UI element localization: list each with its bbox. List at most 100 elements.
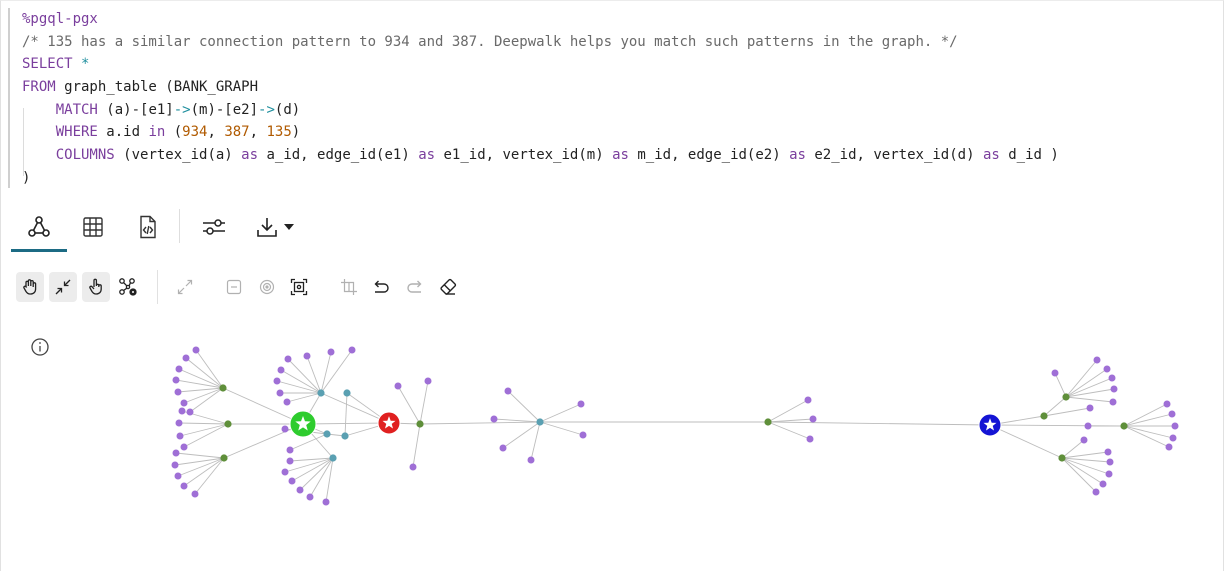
graph-edge[interactable] [183, 387, 224, 404]
expand-button[interactable] [171, 272, 199, 302]
graph-edge[interactable] [419, 380, 429, 425]
graph-vertex-leaf[interactable] [1093, 356, 1101, 364]
graph-edge[interactable] [195, 349, 224, 389]
graph-edge[interactable] [175, 379, 224, 389]
graph-vertex-leaf[interactable] [1080, 436, 1088, 444]
graph-edge[interactable] [309, 457, 334, 498]
graph-edge[interactable] [1054, 372, 1067, 398]
fit-to-screen-button[interactable] [285, 272, 313, 302]
graph-vertex-hub[interactable] [343, 389, 351, 397]
graph-edge[interactable] [1061, 439, 1085, 459]
undo-button[interactable] [367, 272, 395, 302]
graph-vertex-leaf[interactable] [806, 435, 814, 443]
graph-vertex-leaf[interactable] [490, 415, 498, 423]
graph-vertex-leaf[interactable] [394, 382, 402, 390]
graph-vertex-leaf[interactable] [409, 463, 417, 471]
graph-vertex-hub[interactable] [329, 454, 337, 462]
graph-vertex-leaf[interactable] [327, 348, 335, 356]
graph-edge[interactable] [320, 349, 353, 394]
graph-vertex-leaf[interactable] [182, 354, 190, 362]
graph-vertex-leaf[interactable] [804, 396, 812, 404]
graph-edge[interactable] [502, 421, 541, 449]
graph-edge[interactable] [1065, 359, 1098, 398]
graph-edge[interactable] [530, 421, 541, 461]
graph-edge[interactable] [1061, 457, 1104, 485]
settings-button[interactable] [192, 210, 236, 244]
graph-vertex-leaf[interactable] [579, 431, 587, 439]
graph-vertex-hub[interactable] [224, 420, 232, 428]
graph-edge[interactable] [280, 369, 322, 394]
graph-vertex-leaf[interactable] [191, 490, 199, 498]
collapse-button[interactable] [49, 272, 77, 302]
graph-vertex-leaf[interactable] [424, 377, 432, 385]
graph-edge[interactable] [320, 392, 390, 424]
graph-vertex-leaf[interactable] [527, 456, 535, 464]
code-editor[interactable]: %pgql-pgx /* 135 has a similar connectio… [8, 8, 1220, 188]
graph-edge[interactable] [325, 457, 334, 503]
graph-edge[interactable] [767, 421, 811, 440]
graph-vertex-leaf[interactable] [1168, 410, 1176, 418]
graph-vertex-leaf[interactable] [180, 399, 188, 407]
graph-edge[interactable] [299, 457, 334, 491]
graph-edge[interactable] [1065, 368, 1108, 398]
graph-edge[interactable] [344, 392, 348, 437]
graph-vertex-leaf[interactable] [283, 398, 291, 406]
graph-edge[interactable] [194, 457, 225, 495]
minimize-button[interactable] [220, 272, 248, 302]
graph-vertex-leaf[interactable] [176, 432, 184, 440]
graph-vertex-leaf[interactable] [172, 449, 180, 457]
graph-vertex-leaf[interactable] [809, 415, 817, 423]
graph-vertex-hub[interactable] [1120, 422, 1128, 430]
select-mode-button[interactable] [82, 272, 110, 302]
graph-vertex-hub[interactable] [416, 420, 424, 428]
graph-vertex-leaf[interactable] [303, 352, 311, 360]
redo-button[interactable] [401, 272, 429, 302]
graph-edge[interactable] [767, 399, 809, 423]
graph-vertex-leaf[interactable] [1084, 422, 1092, 430]
graph-edge[interactable] [1065, 396, 1114, 403]
graph-vertex-leaf[interactable] [174, 388, 182, 396]
graph-edge[interactable] [1061, 457, 1111, 463]
graph-vertex-leaf[interactable] [1106, 458, 1114, 466]
graph-edge[interactable] [276, 380, 322, 394]
graph-edge[interactable] [1123, 425, 1174, 439]
graph-edge[interactable] [507, 390, 541, 423]
graph-edge[interactable] [178, 368, 224, 389]
graph-vertex-highlighted[interactable] [289, 410, 317, 438]
graph-edge[interactable] [174, 457, 225, 466]
graph-vertex-leaf[interactable] [186, 408, 194, 416]
graph-edge[interactable] [284, 457, 334, 473]
graph-edge[interactable] [767, 418, 814, 423]
graph-vertex-leaf[interactable] [322, 498, 330, 506]
graph-edge[interactable] [185, 357, 224, 389]
graph-vertex-leaf[interactable] [577, 400, 585, 408]
graph-vertex-leaf[interactable] [172, 376, 180, 384]
graph-edge[interactable] [1043, 407, 1091, 417]
graph-vertex-leaf[interactable] [1092, 488, 1100, 496]
graph-vertex-leaf[interactable] [499, 444, 507, 452]
graph-edge[interactable] [320, 351, 332, 394]
graph-vertex-leaf[interactable] [180, 443, 188, 451]
graph-edge[interactable] [289, 457, 334, 462]
graph-vertex-leaf[interactable] [1163, 400, 1171, 408]
graph-edge[interactable] [1061, 451, 1109, 459]
tab-graph-view[interactable] [11, 210, 67, 252]
graph-vertex-leaf[interactable] [1103, 365, 1111, 373]
tab-table-view[interactable] [71, 210, 115, 244]
graph-vertex-leaf[interactable] [296, 486, 304, 494]
graph-edge[interactable] [1061, 457, 1097, 493]
graph-edge[interactable] [289, 433, 328, 451]
layout-settings-button[interactable] [114, 272, 142, 302]
info-button[interactable] [30, 337, 50, 357]
graph-edge[interactable] [189, 387, 224, 413]
graph-vertex-leaf[interactable] [288, 477, 296, 485]
graph-edge[interactable] [175, 452, 225, 459]
graph-vertex-hub[interactable] [323, 430, 331, 438]
graph-vertex-leaf[interactable] [1108, 374, 1116, 382]
graph-vertex-leaf[interactable] [1105, 470, 1113, 478]
graph-edge[interactable] [179, 423, 229, 437]
graph-edge[interactable] [291, 457, 334, 482]
graph-vertex-hub[interactable] [536, 418, 544, 426]
graph-edge[interactable] [1123, 403, 1168, 427]
clear-button[interactable] [434, 272, 462, 302]
